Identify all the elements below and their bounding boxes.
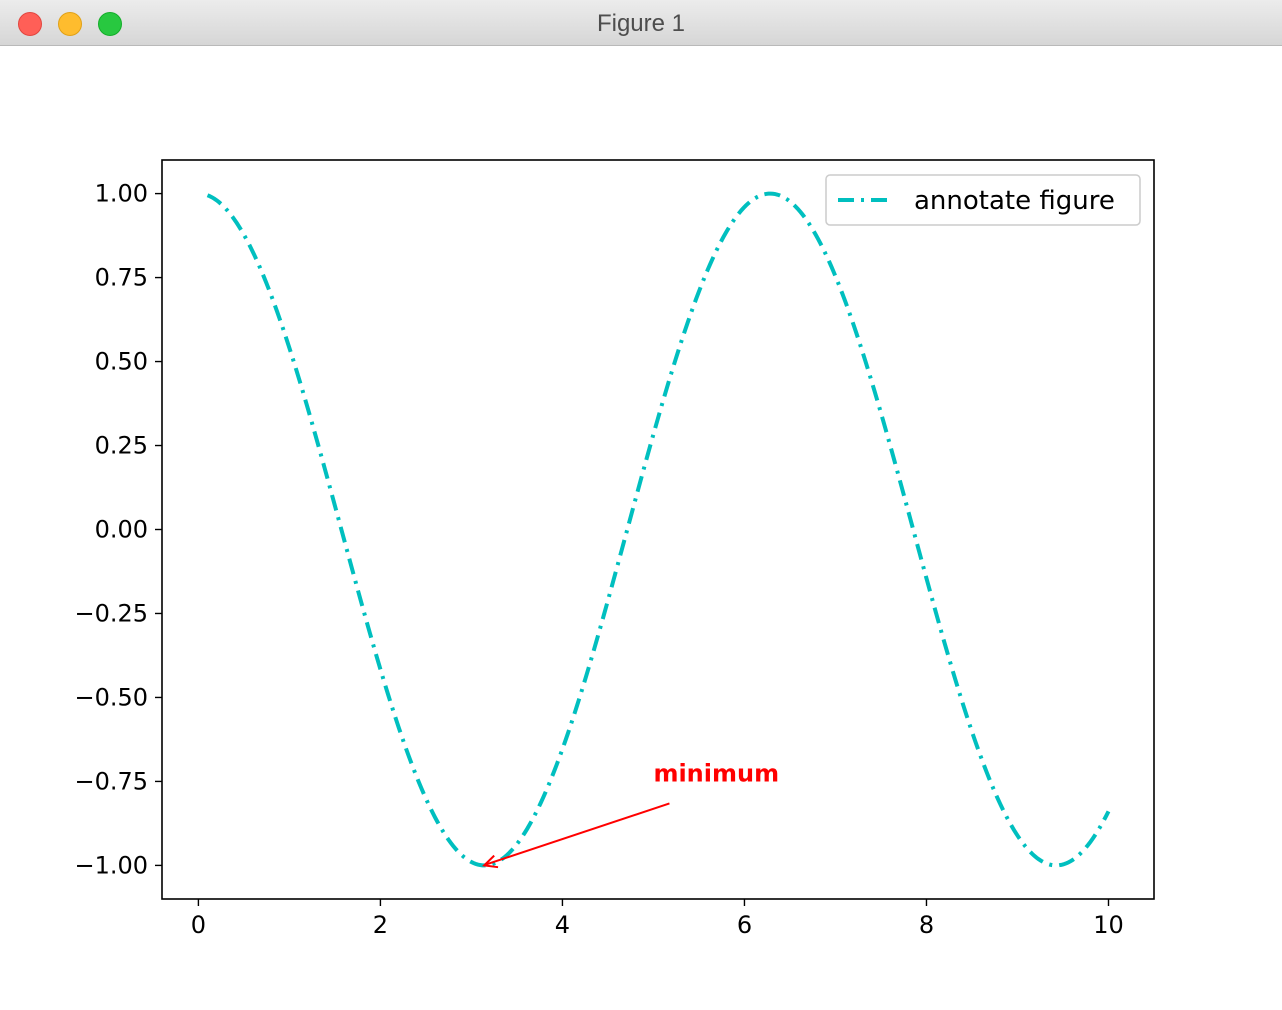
close-window-button[interactable]: [18, 12, 42, 36]
x-tick-label: 8: [919, 911, 934, 939]
x-tick-label: 10: [1093, 911, 1124, 939]
y-tick-label: 0.50: [95, 348, 148, 376]
annotation-arrow-shaft: [485, 802, 670, 866]
x-tick-label: 2: [373, 911, 388, 939]
legend-label: annotate figure: [914, 186, 1115, 216]
zoom-window-button[interactable]: [98, 12, 122, 36]
legend-box: [825, 174, 1141, 226]
series-line-cos: [206, 191, 1111, 868]
line-chart: 0 2 4 6 8 10 1.00 0.75 0.50 0.25 0.00 −0.25 −0.50 −0.…: [74, 159, 1155, 939]
window-title: Figure 1: [596, 10, 686, 37]
y-tick-label: −0.75: [74, 767, 148, 795]
x-tick-label: 6: [737, 911, 752, 939]
y-tick-label: −1.00: [74, 851, 148, 879]
y-tick-label: 1.00: [95, 180, 148, 208]
y-tick-label: 0.25: [95, 432, 148, 460]
x-tick-label: 0: [191, 911, 206, 939]
y-tick-label: −0.25: [74, 599, 148, 627]
x-tick-label: 4: [555, 911, 570, 939]
y-tick-label: −0.50: [74, 683, 148, 711]
y-tick-label: 0.00: [95, 516, 148, 544]
annotation-minimum-label: minimum: [653, 759, 779, 787]
annotation-arrow-head: [481, 854, 499, 869]
minimize-window-button[interactable]: [58, 12, 82, 36]
y-tick-label: 0.75: [95, 264, 148, 292]
figure-canvas: 0 2 4 6 8 10 1.00 0.75 0.50 0.25 0.00 −0.25 −0.50 −0.…: [0, 46, 1282, 1006]
plot-area: [162, 160, 1154, 899]
title-bar[interactable]: Figure 1: [0, 0, 1282, 46]
